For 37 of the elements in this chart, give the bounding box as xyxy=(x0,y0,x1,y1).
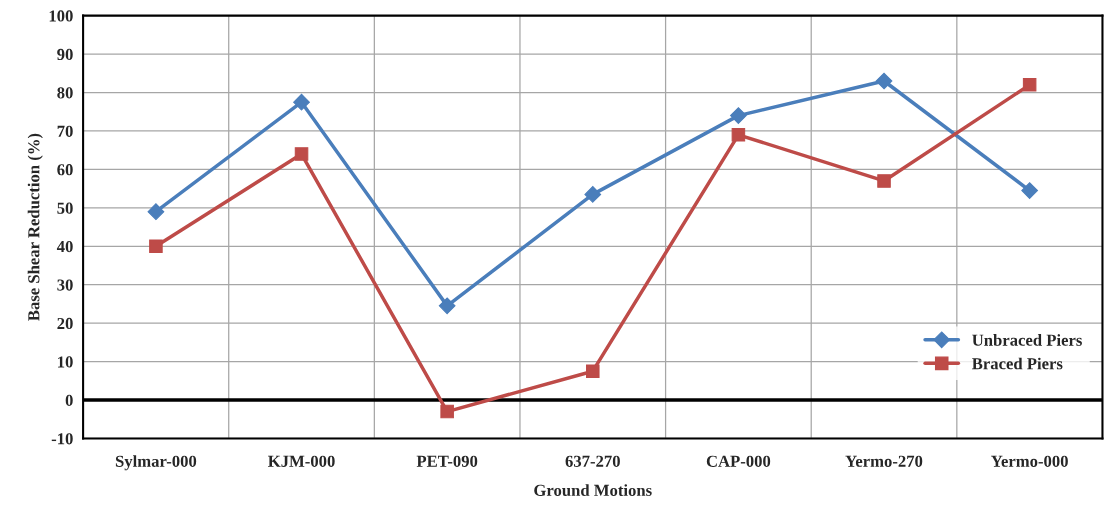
y-tick-label: 0 xyxy=(65,394,73,406)
y-tick-label: 30 xyxy=(57,279,73,291)
point xyxy=(731,128,746,142)
y-tick-label: 80 xyxy=(57,87,73,99)
x-tick-label: Yermo-000 xyxy=(991,455,1068,467)
legend-label: Braced Piers xyxy=(972,357,1063,370)
point xyxy=(875,72,893,90)
y-tick-label: 60 xyxy=(57,164,73,176)
point xyxy=(1022,78,1037,92)
point xyxy=(294,147,309,161)
y-tick-label: 100 xyxy=(49,10,73,22)
y-axis-title: Base Shear Reduction (%) xyxy=(27,133,43,321)
point xyxy=(1021,182,1039,199)
y-tick-label: 20 xyxy=(57,317,73,330)
point xyxy=(584,186,602,203)
point xyxy=(440,404,454,419)
legend-label: Unbraced Piers xyxy=(972,334,1082,346)
x-tick-label: KJM-000 xyxy=(268,455,335,467)
y-tick-label: 40 xyxy=(56,240,73,253)
point xyxy=(147,203,165,221)
point xyxy=(438,297,456,315)
y-tick-label: 10 xyxy=(58,356,73,368)
y-tick-label: -10 xyxy=(51,433,73,445)
y-tick-label: 70 xyxy=(57,125,73,137)
point xyxy=(293,93,310,111)
point xyxy=(586,364,600,378)
y-tick-label: 90 xyxy=(57,48,73,61)
y-tick-label: 50 xyxy=(57,202,73,214)
x-axis-title: Ground Motions xyxy=(534,484,652,496)
point xyxy=(730,107,747,124)
x-tick-label: Yermo-270 xyxy=(845,455,923,467)
x-tick-label: PET-090 xyxy=(416,455,478,467)
x-tick-label: 637-270 xyxy=(565,455,620,467)
x-tick-label: Sylmar-000 xyxy=(115,455,197,471)
point xyxy=(877,174,891,188)
point xyxy=(149,239,163,254)
x-tick-label: CAP-000 xyxy=(706,455,771,467)
